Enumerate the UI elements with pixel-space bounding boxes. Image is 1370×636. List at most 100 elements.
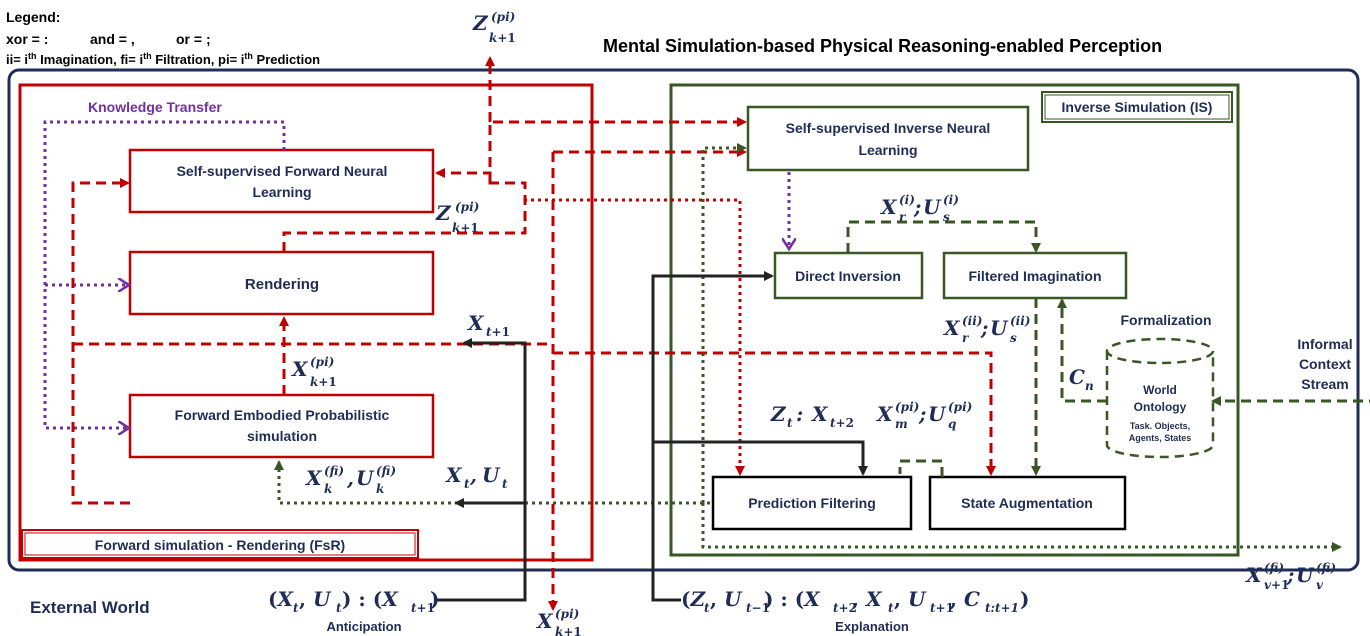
svg-text:Z: Z [435, 201, 452, 225]
svg-text:X: X [304, 466, 323, 490]
svg-text:(X: (X [268, 587, 294, 611]
informal-context-3: Stream [1301, 376, 1348, 392]
svg-text:k+1: k+1 [489, 31, 516, 45]
svg-text:X: X [290, 357, 309, 381]
explanation-label: Explanation [835, 619, 909, 634]
svg-text:U: U [990, 316, 1009, 340]
inverse-dashed-arrows [846, 220, 1370, 477]
forward-learning-label-2: Learning [252, 184, 311, 200]
informal-context-2: Context [1299, 356, 1351, 372]
svg-text:t: t [888, 601, 894, 615]
legend: Legend: xor = : and = , or = ; ii= ith I… [6, 9, 320, 67]
inverse-learning-label-1: Self-supervised Inverse Neural [786, 120, 991, 136]
svg-text:, U: , U [894, 587, 927, 611]
svg-text:(pi): (pi) [455, 200, 479, 214]
ontology-label-2: Ontology [1134, 400, 1187, 414]
svg-text:t+1: t+1 [411, 601, 435, 615]
explanation-formula: (Z t , U t−1 ) : (X t+2 , X t , U t+1 , … [681, 587, 1029, 615]
x-u-t: X t , U t [444, 463, 508, 491]
svg-text:): ) [1020, 587, 1029, 611]
legend-xor: xor = : [6, 31, 48, 47]
svg-text:k: k [376, 482, 384, 496]
z-k1-pi-fsr: Z (pi) k+1 [435, 200, 479, 235]
math-labels: Z (pi) k+1 Z (pi) k+1 X t+1 X (pi) k+1 X… [268, 10, 1336, 636]
legend-title: Legend: [6, 9, 60, 25]
svg-text:(fi): (fi) [324, 464, 344, 478]
knowledge-transfer-arrows [43, 120, 789, 428]
svg-text:U: U [1296, 563, 1315, 587]
x-r-u-s-i: X (i) r ; U (i) s [879, 193, 959, 224]
svg-text:t: t [293, 601, 299, 615]
x-k1-pi-mid: X (pi) k+1 [290, 355, 337, 389]
svg-text:U: U [928, 402, 947, 426]
x-t1: X t+1 [466, 311, 510, 339]
state-augmentation-box [928, 475, 1127, 531]
svg-text:k: k [324, 482, 332, 496]
svg-text:t:t+1: t:t+1 [985, 601, 1019, 615]
embodied-label-1: Forward Embodied Probabilistic [175, 407, 390, 423]
is-title-box-inner [1044, 94, 1230, 120]
svg-text:m: m [895, 417, 908, 431]
svg-text:(ii): (ii) [962, 314, 982, 328]
x-k1-pi-bottom: X (pi) k+1 [535, 607, 582, 636]
svg-text:, X: , X [852, 587, 883, 611]
svg-text:v: v [1316, 578, 1324, 592]
anticipation-formula: (X t , U t ) : (X t+1 ) [268, 587, 439, 615]
fsr-frame [18, 83, 594, 562]
svg-text:Z: Z [472, 11, 489, 35]
legend-and: and = , [90, 31, 135, 47]
diagram-title: Mental Simulation-based Physical Reasoni… [603, 36, 1162, 56]
svg-text:;: ; [913, 195, 921, 219]
inverse-learning-box [746, 105, 1030, 172]
inverse-learning-label-2: Learning [858, 142, 917, 158]
is-frame [669, 83, 1240, 557]
svg-text:,: , [346, 466, 354, 490]
svg-text:X: X [466, 311, 485, 335]
formalization-label: Formalization [1120, 312, 1211, 328]
state-augmentation-label: State Augmentation [961, 495, 1093, 511]
svg-text:(pi): (pi) [491, 10, 515, 24]
svg-text:k+1: k+1 [310, 375, 337, 389]
svg-text:v+1: v+1 [1264, 578, 1289, 592]
svg-text:(i): (i) [943, 193, 959, 207]
svg-text:;: ; [980, 316, 988, 340]
forward-learning-box [128, 148, 435, 214]
svg-text:, U: , U [299, 587, 332, 611]
svg-text:t: t [502, 477, 508, 491]
filtered-imagination-box [942, 251, 1128, 300]
svg-text:k+1: k+1 [555, 625, 582, 636]
svg-text:t+2: t+2 [833, 601, 857, 615]
ontology-items-1: Task. Objects, [1130, 421, 1190, 431]
ontology-items-2: Agents, States [1129, 433, 1192, 443]
svg-text:(fi): (fi) [1316, 561, 1336, 575]
svg-text:X: X [444, 463, 463, 487]
anticipation-label: Anticipation [326, 619, 401, 634]
svg-text:t: t [464, 477, 470, 491]
svg-text:t+1: t+1 [486, 325, 510, 339]
x-u-v-fi: X (fi) v+1 ; U (fi) v [1244, 561, 1336, 592]
svg-text:s: s [943, 210, 950, 224]
svg-text:C: C [1069, 365, 1085, 389]
legend-or: or = ; [176, 31, 211, 47]
svg-text:, C: , C [950, 587, 980, 611]
svg-text:U: U [923, 195, 942, 219]
svg-text:(i): (i) [899, 193, 915, 207]
svg-text:;: ; [918, 402, 926, 426]
svg-text:) : (X: ) : (X [764, 587, 821, 611]
svg-text:(ii): (ii) [1010, 314, 1030, 328]
svg-text:): ) [430, 587, 439, 611]
fsr-title: Forward simulation - Rendering (FsR) [95, 537, 345, 553]
svg-text:s: s [1010, 331, 1017, 345]
svg-text:q: q [948, 417, 956, 431]
rendering-box [128, 250, 435, 316]
svg-text:X: X [535, 609, 554, 633]
svg-text::: : [796, 402, 803, 426]
svg-text:X: X [1244, 563, 1263, 587]
svg-text:r: r [899, 210, 907, 224]
world-ontology-cylinder: World Ontology Task. Objects, Agents, St… [1105, 337, 1215, 459]
svg-text:) : (X: ) : (X [342, 587, 399, 611]
observation-solid-arrows [435, 271, 868, 602]
x-r-u-s-ii: X (ii) r ; U (ii) s [942, 314, 1030, 345]
svg-text:r: r [962, 331, 970, 345]
svg-text:(Z: (Z [681, 587, 706, 611]
